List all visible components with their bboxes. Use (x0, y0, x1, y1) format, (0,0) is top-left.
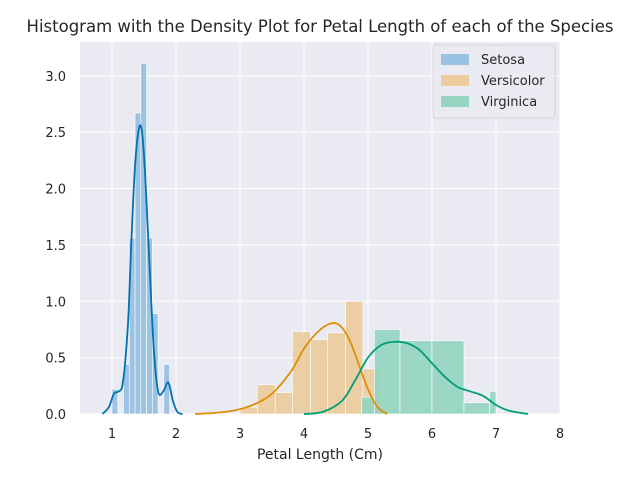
x-axis-label: Petal Length (Cm) (257, 447, 383, 463)
x-tick-label: 6 (428, 427, 436, 442)
versicolor-kde-line (195, 322, 388, 415)
y-axis-ticks: 0.0 0.5 1.0 1.5 2.0 2.5 3.0 (45, 70, 66, 423)
x-tick-label: 7 (492, 427, 500, 442)
y-tick-label: 0.5 (45, 352, 66, 367)
legend: Setosa Versicolor Virginica (432, 44, 556, 119)
x-tick-label: 3 (236, 427, 244, 442)
x-tick-label: 1 (108, 427, 116, 442)
versicolor-bar (256, 384, 276, 415)
legend-label-versicolor: Versicolor (481, 74, 545, 89)
versicolor-bar (345, 300, 364, 415)
density-curves (101, 124, 529, 415)
legend-label-setosa: Setosa (481, 53, 525, 68)
y-tick-label: 0.0 (45, 408, 66, 423)
x-tick-label: 2 (172, 427, 180, 442)
x-tick-label: 5 (364, 427, 372, 442)
y-tick-label: 2.0 (45, 183, 66, 198)
x-tick-label: 8 (556, 427, 564, 442)
legend-swatch-versicolor (441, 75, 469, 86)
legend-swatch-virginica (441, 96, 469, 107)
versicolor-bar (310, 339, 328, 415)
versicolor-bar (327, 332, 346, 415)
versicolor-bar (274, 392, 293, 415)
virginica-bar (399, 340, 433, 415)
virginica-bar (463, 402, 490, 415)
x-axis-ticks: 1 2 3 4 5 6 7 8 (108, 427, 564, 442)
setosa-bar (140, 63, 147, 415)
y-tick-label: 2.5 (45, 126, 66, 141)
setosa-kde-line (101, 124, 183, 415)
setosa-bar (111, 388, 119, 415)
legend-swatch-setosa (441, 54, 469, 65)
x-tick-label: 4 (300, 427, 308, 442)
y-tick-label: 1.5 (45, 239, 66, 254)
virginica-kde-line (303, 340, 529, 415)
legend-label-virginica: Virginica (481, 95, 537, 110)
y-tick-label: 3.0 (45, 70, 66, 85)
y-tick-label: 1.0 (45, 295, 66, 310)
histogram-bars (111, 63, 497, 415)
virginica-bar (431, 340, 465, 415)
chart-title: Histogram with the Density Plot for Peta… (27, 17, 614, 36)
